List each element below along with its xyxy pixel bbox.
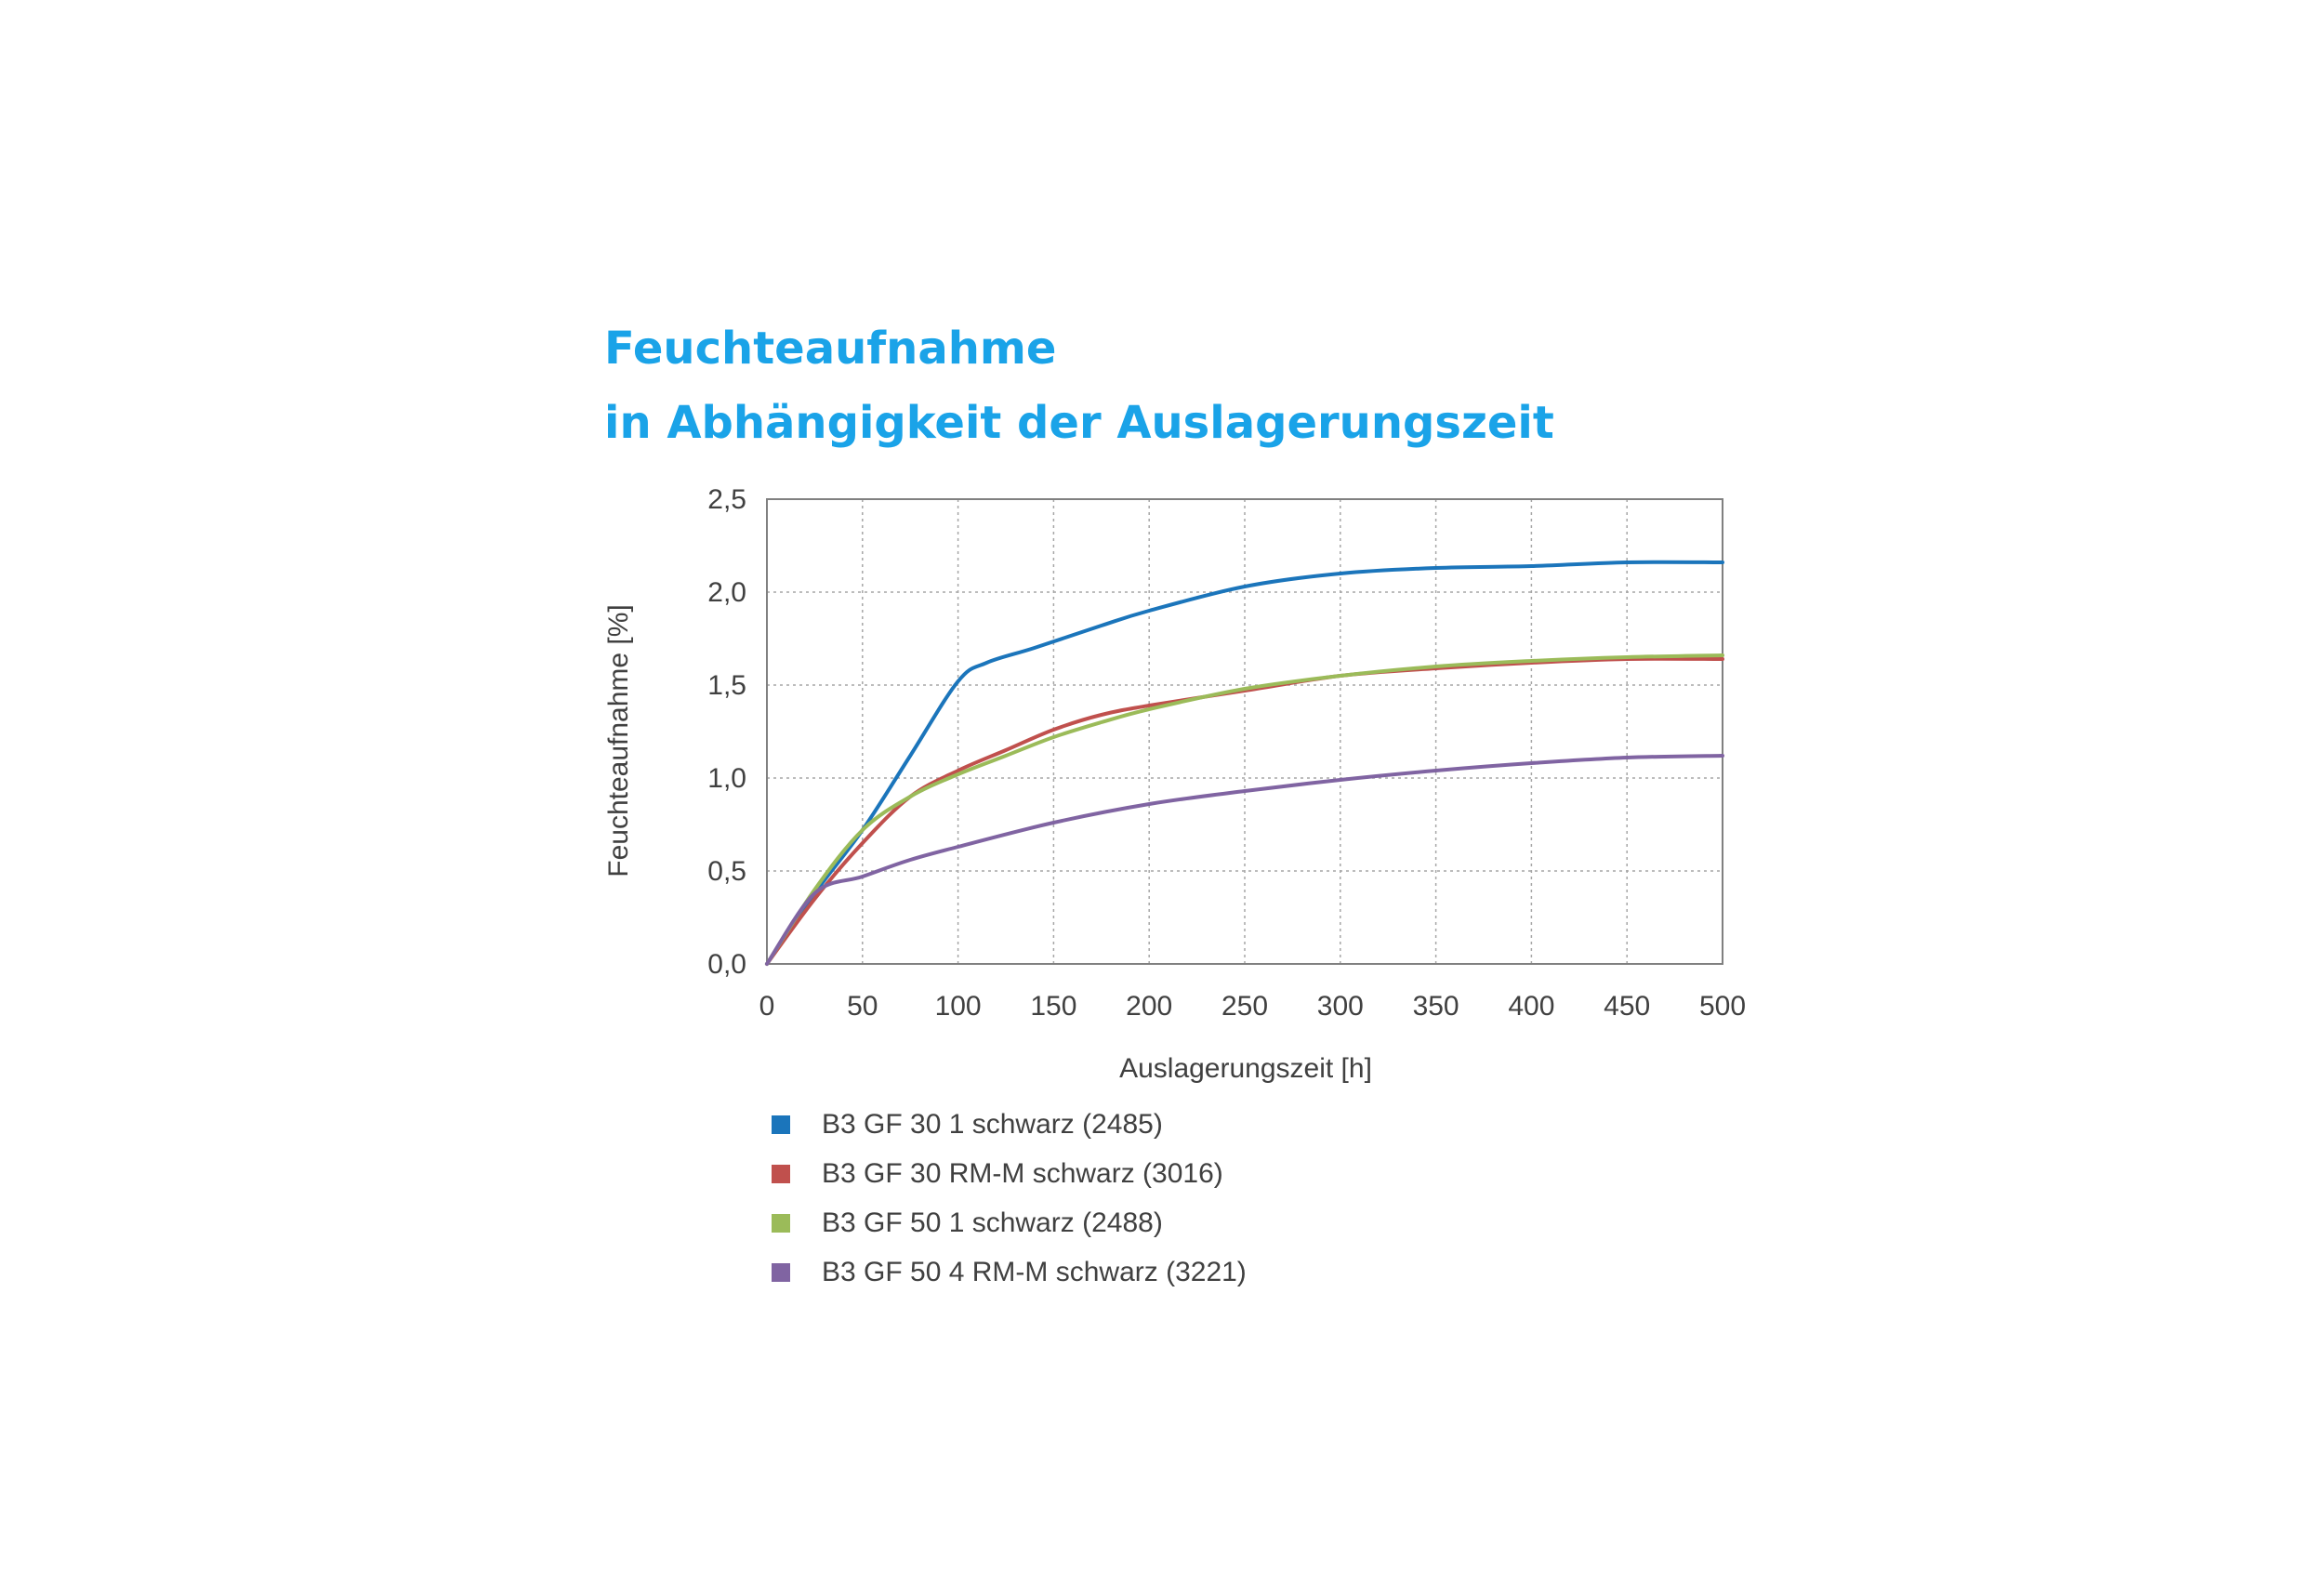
y-axis-label: Feuchteaufnahme [%] <box>603 604 634 877</box>
legend: B3 GF 30 1 schwarz (2485) B3 GF 30 RM-M … <box>772 1100 1247 1297</box>
legend-item: B3 GF 30 1 schwarz (2485) <box>772 1100 1247 1149</box>
x-tick-label: 250 <box>1221 991 1268 1022</box>
x-tick-label: 450 <box>1604 991 1650 1022</box>
y-tick-label: 1,5 <box>707 670 746 701</box>
legend-label: B3 GF 30 RM-M schwarz (3016) <box>822 1157 1223 1189</box>
x-tick-label: 150 <box>1030 991 1076 1022</box>
series-line-b3-gf30-1 <box>765 560 1724 966</box>
legend-label: B3 GF 50 1 schwarz (2488) <box>822 1207 1163 1238</box>
x-tick-label: 350 <box>1413 991 1459 1022</box>
chart-title-line-1: Feuchteaufnahme <box>604 323 1057 375</box>
y-tick-label: 2,0 <box>707 577 746 608</box>
legend-swatch <box>772 1164 790 1183</box>
x-tick-label: 500 <box>1699 991 1746 1022</box>
y-tick-label: 0,0 <box>707 949 746 980</box>
x-tick-label: 200 <box>1126 991 1172 1022</box>
y-tick-labels: 0,0 0,5 1,0 1,5 2,0 2,5 <box>707 484 746 980</box>
y-tick-label: 2,5 <box>707 484 746 515</box>
legend-label: B3 GF 50 4 RM-M schwarz (3221) <box>822 1256 1247 1287</box>
legend-swatch <box>772 1115 790 1134</box>
plot-border <box>766 498 1723 965</box>
series-line-b3-gf50-4-rm-m <box>765 754 1724 966</box>
x-axis-label: Auslagerungszeit [h] <box>1119 1053 1372 1084</box>
legend-item: B3 GF 50 1 schwarz (2488) <box>772 1198 1247 1247</box>
x-tick-labels: 0 50 100 150 200 250 300 350 400 450 500 <box>759 991 1746 1022</box>
legend-item: B3 GF 50 4 RM-M schwarz (3221) <box>772 1247 1247 1297</box>
plot-area <box>766 498 1723 965</box>
grid-lines <box>767 499 1723 964</box>
legend-swatch <box>772 1213 790 1233</box>
legend-swatch <box>772 1262 790 1282</box>
x-tick-label: 300 <box>1317 991 1364 1022</box>
series-line-b3-gf50-1 <box>765 653 1724 966</box>
chart-title-line-2: in Abhängigkeit der Auslagerungszeit <box>604 397 1554 449</box>
x-tick-label: 100 <box>935 991 982 1022</box>
y-tick-label: 0,5 <box>707 856 746 887</box>
x-tick-label: 50 <box>847 991 878 1022</box>
x-tick-label: 400 <box>1508 991 1554 1022</box>
x-tick-label: 0 <box>759 991 775 1022</box>
legend-label: B3 GF 30 1 schwarz (2485) <box>822 1108 1163 1140</box>
legend-item: B3 GF 30 RM-M schwarz (3016) <box>772 1149 1247 1198</box>
chart-title: Feuchteaufnahme in Abhängigkeit der Ausl… <box>604 311 1554 460</box>
y-tick-label: 1,0 <box>707 763 746 794</box>
series-lines <box>765 560 1724 966</box>
